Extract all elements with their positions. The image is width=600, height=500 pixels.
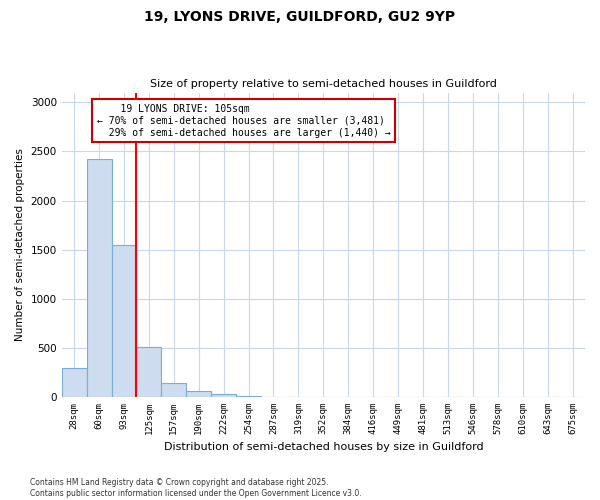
Text: 19, LYONS DRIVE, GUILDFORD, GU2 9YP: 19, LYONS DRIVE, GUILDFORD, GU2 9YP	[145, 10, 455, 24]
Bar	[186, 392, 211, 397]
Bar	[62, 368, 86, 397]
Y-axis label: Number of semi-detached properties: Number of semi-detached properties	[15, 148, 25, 341]
Title: Size of property relative to semi-detached houses in Guildford: Size of property relative to semi-detach…	[150, 79, 497, 89]
Bar	[112, 245, 136, 397]
Bar	[86, 160, 112, 397]
X-axis label: Distribution of semi-detached houses by size in Guildford: Distribution of semi-detached houses by …	[164, 442, 483, 452]
Bar	[211, 394, 236, 397]
Text: Contains HM Land Registry data © Crown copyright and database right 2025.
Contai: Contains HM Land Registry data © Crown c…	[30, 478, 362, 498]
Bar	[161, 383, 186, 397]
Bar	[136, 347, 161, 397]
Bar	[236, 396, 261, 397]
Text: 19 LYONS DRIVE: 105sqm
← 70% of semi-detached houses are smaller (3,481)
  29% o: 19 LYONS DRIVE: 105sqm ← 70% of semi-det…	[97, 104, 391, 138]
